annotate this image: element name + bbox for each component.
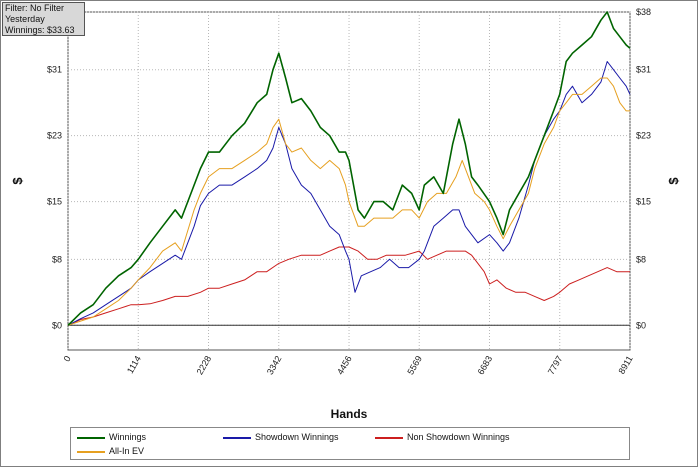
legend-item-showdown: Showdown Winnings bbox=[223, 432, 339, 442]
series-line-winnings bbox=[67, 11, 631, 326]
x-tick-label: 7797 bbox=[546, 354, 565, 376]
x-tick-label: 6683 bbox=[476, 354, 495, 376]
y-tick-label-right: $0 bbox=[636, 320, 646, 330]
y-tick-label-left: $0 bbox=[52, 320, 62, 330]
series-line-non-showdown-winnings bbox=[67, 246, 630, 326]
x-tick-label: 5569 bbox=[405, 354, 424, 376]
legend-item-winnings: Winnings bbox=[77, 432, 146, 442]
y-tick-label-right: $15 bbox=[636, 197, 651, 207]
series-line-showdown-winnings bbox=[67, 61, 631, 326]
y-axis-title-right: $ bbox=[666, 177, 681, 185]
x-tick-label: 4456 bbox=[335, 354, 354, 376]
series-line-all-in-ev bbox=[67, 77, 630, 326]
legend-swatch-non-showdown bbox=[375, 436, 403, 439]
filter-info-box: Filter: No Filter Yesterday Winnings: $3… bbox=[2, 2, 85, 36]
legend-item-allin-ev: All-In EV bbox=[77, 446, 144, 456]
legend-swatch-allin-ev bbox=[77, 450, 105, 453]
y-tick-label-left: $23 bbox=[47, 131, 62, 141]
y-tick-label-left: $8 bbox=[52, 254, 62, 264]
legend-swatch-showdown bbox=[223, 436, 251, 439]
y-tick-label-left: $15 bbox=[47, 197, 62, 207]
y-tick-label-right: $8 bbox=[636, 254, 646, 264]
chart-legend: Winnings Showdown Winnings Non Showdown … bbox=[70, 427, 630, 460]
x-tick-label: 0 bbox=[62, 354, 73, 363]
period-label: Yesterday bbox=[5, 14, 45, 24]
x-tick-label: 2228 bbox=[195, 354, 214, 376]
filter-label: Filter: No Filter bbox=[5, 3, 65, 13]
y-axis-title-left: $ bbox=[10, 177, 25, 185]
x-tick-label: 3342 bbox=[265, 354, 284, 376]
x-axis-title: Hands bbox=[331, 407, 368, 421]
y-tick-label-right: $38 bbox=[636, 7, 651, 17]
winnings-label: Winnings: $33.63 bbox=[5, 25, 75, 35]
legend-label-winnings: Winnings bbox=[109, 432, 147, 442]
legend-item-non-showdown: Non Showdown Winnings bbox=[375, 432, 510, 442]
y-tick-label-right: $23 bbox=[636, 131, 651, 141]
y-tick-label-left: $31 bbox=[47, 65, 62, 75]
legend-label-non-showdown: Non Showdown Winnings bbox=[407, 432, 510, 442]
legend-label-allin-ev: All-In EV bbox=[109, 446, 145, 456]
y-tick-label-right: $31 bbox=[636, 65, 651, 75]
x-tick-label: 1114 bbox=[125, 354, 143, 375]
legend-label-showdown: Showdown Winnings bbox=[255, 432, 339, 442]
legend-swatch-winnings bbox=[77, 436, 105, 439]
x-tick-label: 8911 bbox=[616, 354, 634, 376]
